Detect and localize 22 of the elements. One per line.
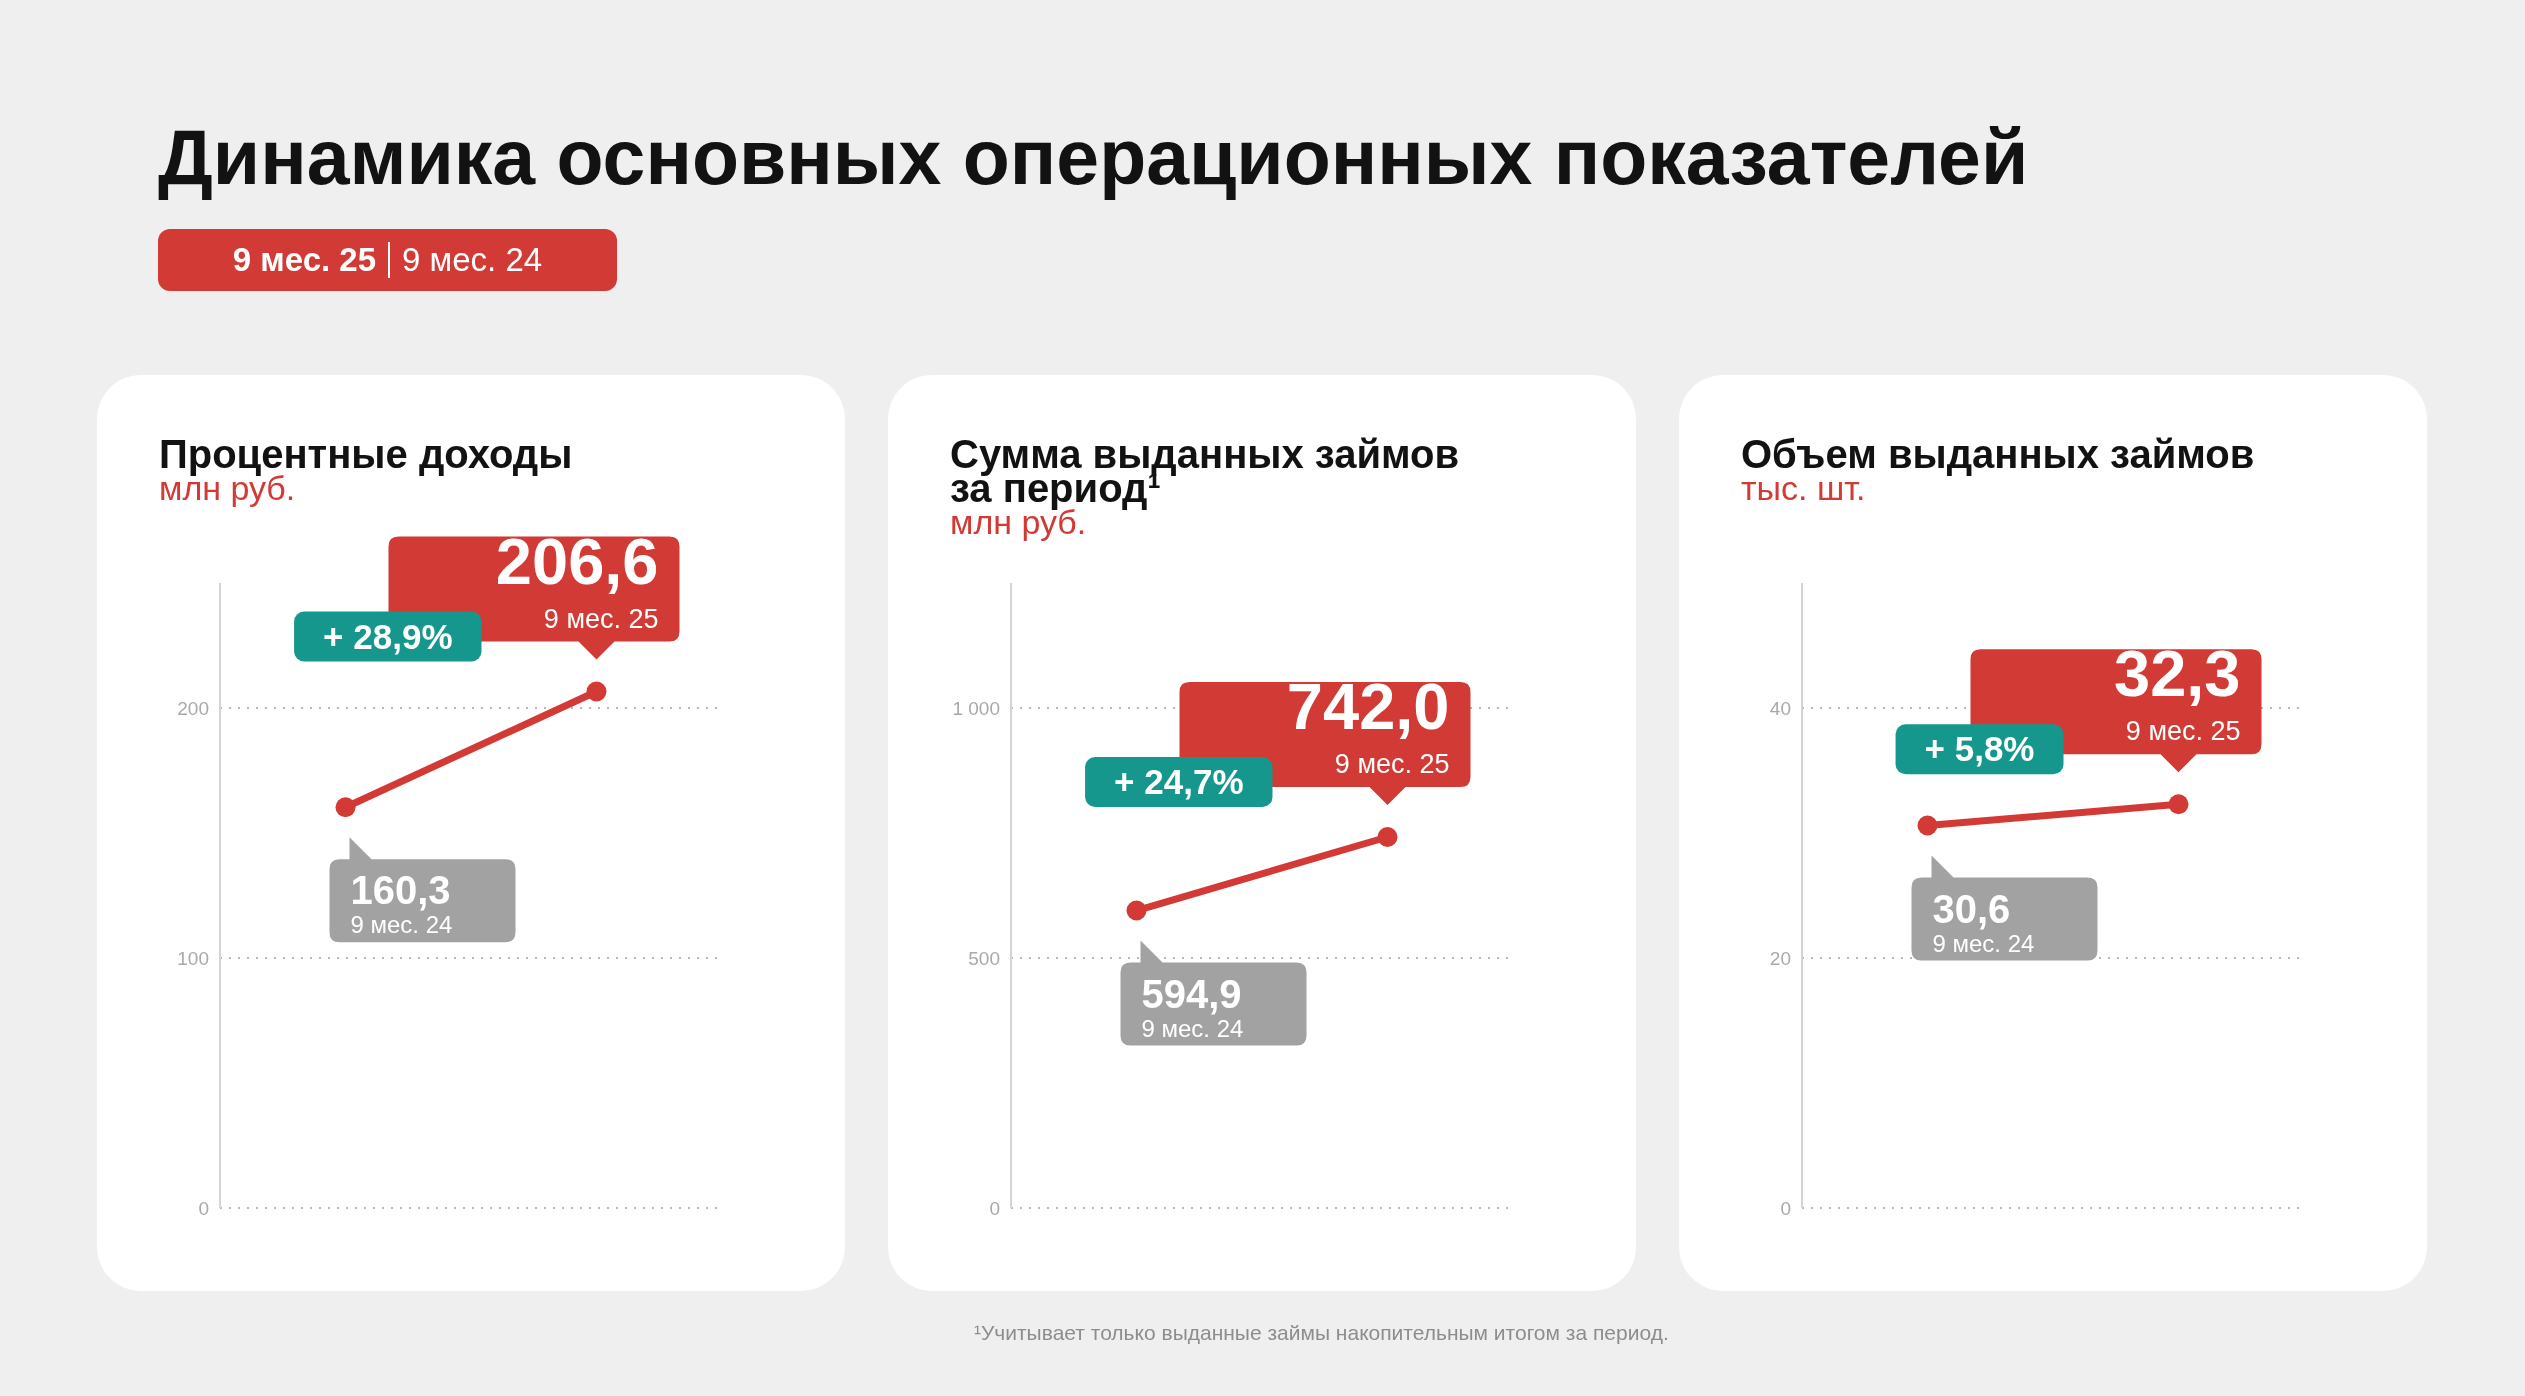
y-tick-label: 0 <box>989 1197 1000 1219</box>
annotation: + 24,7% <box>1114 762 1244 801</box>
text: 9 мес. 24 <box>402 241 543 279</box>
text: Динамика основных операционных показателей <box>158 113 2029 202</box>
data-label: 32,3 <box>2113 637 2241 711</box>
y-tick-label: 0 <box>198 1197 209 1219</box>
data-label: 160,3 <box>350 868 451 913</box>
data-label: 742,0 <box>1286 670 1450 743</box>
y-tick-label: 200 <box>177 697 209 719</box>
y-tick-label: 0 <box>1780 1197 1791 1219</box>
y-tick-label: 20 <box>1769 947 1791 969</box>
annotation: + 5,8% <box>1924 729 2035 769</box>
annotation: + 28,9% <box>323 616 453 656</box>
y-tick-label: 40 <box>1769 697 1791 719</box>
data-label: 30,6 <box>1932 886 2011 931</box>
y-tick-label: 1 000 <box>952 697 1000 719</box>
text: 9 мес. 25 <box>232 241 377 279</box>
data-label: 206,6 <box>495 524 659 598</box>
y-tick-label: 500 <box>968 947 1000 969</box>
text: ¹Учитывает только выданные займы накопительным итогом за период. <box>974 1321 1669 1345</box>
y-tick-label: 100 <box>177 947 209 969</box>
data-label: 594,9 <box>1141 971 1242 1016</box>
